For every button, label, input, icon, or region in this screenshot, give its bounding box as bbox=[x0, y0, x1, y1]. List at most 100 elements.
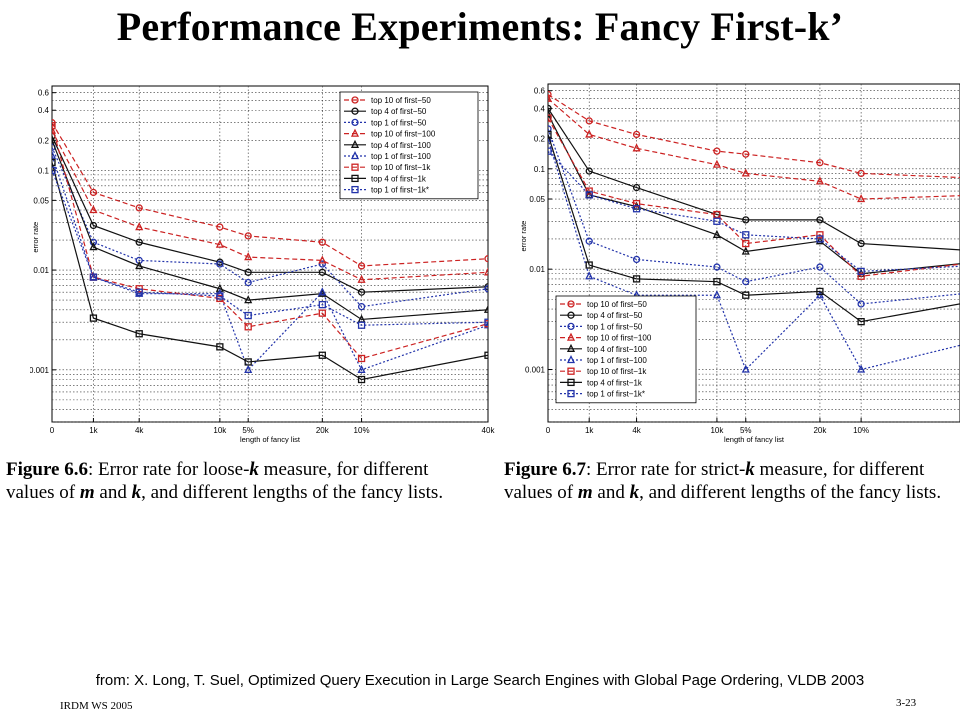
data-point bbox=[857, 300, 865, 308]
data-point bbox=[484, 318, 488, 326]
series-line bbox=[52, 140, 488, 321]
legend-marker bbox=[351, 163, 359, 171]
legend-label: top 10 of first−50 bbox=[587, 300, 647, 309]
data-point bbox=[548, 93, 553, 102]
data-point bbox=[816, 216, 824, 224]
source-citation: from: X. Long, T. Suel, Optimized Query … bbox=[95, 672, 865, 689]
data-point bbox=[244, 311, 252, 320]
figure-label: Figure 6.7 bbox=[504, 459, 586, 480]
legend-item: top 4 of first−1k bbox=[560, 378, 643, 387]
data-point bbox=[585, 261, 593, 269]
data-point bbox=[632, 130, 641, 139]
data-point bbox=[585, 167, 593, 175]
data-point bbox=[357, 321, 366, 329]
legend-marker bbox=[567, 300, 575, 308]
data-point bbox=[585, 129, 594, 138]
data-point bbox=[585, 191, 593, 199]
legend-item: top 4 of first−1k bbox=[344, 174, 427, 183]
caption-symbol-m: m bbox=[79, 482, 95, 503]
data-point bbox=[135, 222, 144, 231]
legend-marker bbox=[566, 355, 576, 364]
legend-marker bbox=[567, 378, 575, 387]
data-point bbox=[135, 238, 143, 246]
data-point bbox=[484, 285, 488, 293]
data-point bbox=[741, 246, 750, 255]
series-line bbox=[548, 138, 960, 371]
legend-label: top 1 of first−1k* bbox=[587, 390, 645, 399]
figure-caption-left: Figure 6.6: Error rate for loose-k measu… bbox=[6, 458, 496, 504]
data-point bbox=[632, 199, 641, 208]
legend-marker bbox=[567, 311, 575, 319]
chart-loose-k: 0.6 0.4 0.2 0.1 0.05 0.01 0.001 0 1k 4k 10k 5% 20k 10… bbox=[30, 80, 500, 446]
data-point bbox=[712, 290, 721, 299]
data-point bbox=[318, 287, 327, 296]
y-tick-label: 0.2 bbox=[38, 136, 50, 145]
grid-lines bbox=[548, 84, 960, 423]
legend-label: top 10 of first−100 bbox=[371, 130, 436, 139]
data-point bbox=[815, 176, 824, 185]
legend-marker bbox=[567, 322, 575, 331]
data-point bbox=[585, 271, 594, 280]
legend-label: top 1 of first−100 bbox=[587, 356, 647, 365]
caption-text: values of bbox=[6, 482, 80, 503]
x-tick-label: 0 bbox=[546, 426, 551, 435]
series-9 bbox=[548, 147, 960, 276]
data-point bbox=[89, 205, 98, 214]
x-tick-label: 5% bbox=[242, 426, 254, 435]
data-point bbox=[318, 268, 326, 276]
data-point bbox=[215, 239, 224, 248]
series-7 bbox=[548, 114, 960, 280]
data-point bbox=[484, 255, 488, 263]
data-point bbox=[857, 317, 865, 326]
caption-symbol-k: k bbox=[745, 459, 755, 480]
legend-label: top 4 of first−50 bbox=[371, 107, 427, 116]
data-point bbox=[135, 330, 143, 338]
footer-course-label: IRDM WS 2005 bbox=[60, 700, 133, 712]
y-tick-label: 0.1 bbox=[534, 165, 546, 174]
data-point bbox=[318, 255, 327, 264]
data-point bbox=[135, 288, 144, 297]
data-point bbox=[89, 238, 98, 246]
data-point bbox=[632, 143, 641, 152]
legend-item: top 10 of first−50 bbox=[560, 300, 647, 309]
y-tick-label: 0.001 bbox=[30, 366, 50, 375]
series-group bbox=[548, 90, 960, 373]
data-point bbox=[548, 130, 552, 139]
legend-item: top 4 of first−100 bbox=[560, 343, 647, 354]
data-point bbox=[857, 169, 865, 178]
legend-marker bbox=[566, 343, 576, 352]
caption-text: , and different lengths of the fancy lis… bbox=[141, 482, 444, 503]
series-4 bbox=[548, 93, 960, 203]
data-point bbox=[244, 232, 252, 240]
legend-label: top 1 of first−100 bbox=[371, 152, 431, 161]
series-line bbox=[548, 98, 960, 200]
caption-text: : Error rate for strict- bbox=[585, 459, 746, 480]
legend-label: top 1 of first−1k* bbox=[371, 186, 429, 195]
series-line bbox=[548, 150, 960, 273]
legend-label: top 4 of first−100 bbox=[587, 345, 647, 354]
data-point bbox=[742, 216, 750, 224]
series-9 bbox=[52, 166, 488, 329]
data-point bbox=[713, 278, 721, 286]
legend-item: top 10 of first−100 bbox=[560, 332, 652, 343]
data-point bbox=[742, 231, 750, 239]
series-line bbox=[548, 134, 960, 323]
legend-label: top 10 of first−1k bbox=[587, 367, 647, 376]
data-point bbox=[857, 267, 865, 276]
legend: top 10 of first−50 top 4 of first−50 top 1… bbox=[339, 91, 479, 200]
legend-item: top 1 of first−50 bbox=[560, 322, 643, 331]
data-point bbox=[216, 292, 224, 300]
data-point bbox=[816, 263, 824, 271]
data-point bbox=[713, 217, 721, 225]
data-point bbox=[318, 351, 326, 359]
data-point bbox=[857, 194, 866, 203]
data-point bbox=[585, 237, 593, 245]
data-point bbox=[741, 364, 750, 373]
data-point bbox=[244, 252, 253, 261]
data-point bbox=[357, 262, 366, 270]
legend-marker bbox=[351, 185, 359, 194]
x-tick-label: 40k bbox=[482, 426, 496, 435]
data-point bbox=[52, 135, 57, 144]
legend-label: top 1 of first−50 bbox=[587, 322, 643, 331]
series-line bbox=[52, 162, 488, 381]
